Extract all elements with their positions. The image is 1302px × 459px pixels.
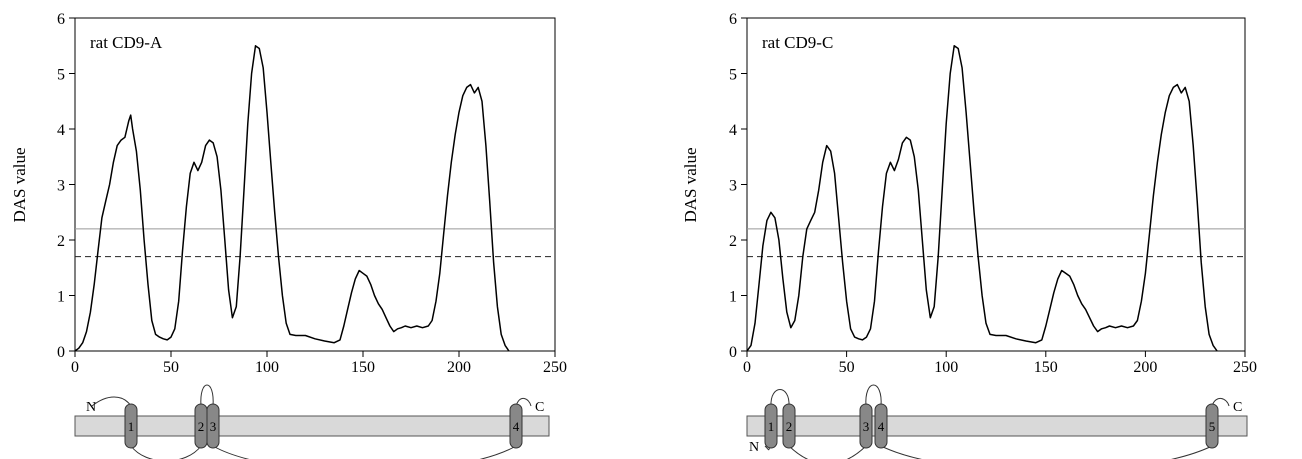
- segment-label: 3: [210, 419, 217, 434]
- y-tick-label: 1: [729, 289, 737, 306]
- y-tick-label: 4: [57, 122, 65, 139]
- das-profile-line: [746, 45, 1218, 352]
- x-tick-label: 200: [1133, 359, 1157, 376]
- chart-a-ylabel: DAS value: [10, 147, 29, 222]
- c-terminus-label: C: [535, 400, 544, 415]
- x-tick-label: 150: [1034, 359, 1058, 376]
- plot-frame: [74, 17, 556, 352]
- n-terminus-label: N: [749, 440, 759, 455]
- chart-c-topology-diagram: 1 2 3 4 5 N C: [746, 384, 1248, 459]
- chart-a-reference-lines: [75, 228, 555, 258]
- topology-loop: [130, 445, 202, 459]
- y-tick-label: 6: [729, 11, 737, 28]
- membrane-bar: [746, 415, 1248, 437]
- x-tick-label: 200: [447, 359, 471, 376]
- transmembrane-segment: [874, 403, 888, 449]
- transmembrane-segment: [859, 403, 873, 449]
- y-tick-label: 3: [729, 178, 737, 195]
- y-tick-label: 2: [57, 233, 65, 250]
- y-tick-label: 0: [57, 344, 65, 361]
- topology-loop: [1211, 398, 1230, 407]
- x-tick-label: 0: [743, 359, 751, 376]
- x-tick-label: 100: [934, 359, 958, 376]
- segment-label: 1: [128, 419, 135, 434]
- transmembrane-segment: [509, 403, 523, 449]
- topology-loop: [91, 396, 132, 407]
- n-terminus-label: N: [86, 400, 96, 415]
- chart-a-topology-diagram: 1 2 3 4 N C: [74, 384, 550, 459]
- segment-label: 2: [786, 419, 793, 434]
- plot-frame: [746, 17, 1246, 352]
- topology-loop: [788, 445, 867, 459]
- chart-c-svg: rat CD9-C DAS value 0 50 100 150 200 25001234…: [681, 11, 1257, 459]
- transmembrane-segment: [764, 403, 778, 449]
- topology-loop: [212, 445, 517, 459]
- y-tick-label: 5: [57, 67, 65, 84]
- chart-a-series: [74, 45, 510, 352]
- chart-a-ticks: 0 50 100 150 200 250 0 1 2 3 4 5 6: [57, 11, 567, 376]
- transmembrane-segment: [1205, 403, 1219, 449]
- segment-label: 1: [768, 419, 775, 434]
- x-tick-label: 100: [255, 359, 279, 376]
- segment-label: 3: [863, 419, 870, 434]
- transmembrane-segment: [782, 403, 796, 449]
- x-tick-label: 50: [839, 359, 855, 376]
- y-tick-label: 0: [729, 344, 737, 361]
- topology-loop: [880, 445, 1213, 459]
- chart-a-title: rat CD9-A: [90, 33, 163, 52]
- transmembrane-segment: [124, 403, 138, 449]
- chart-c-ticks: 0 50 100 150 200 250 0 1 2 3 4 5 6: [729, 11, 1257, 376]
- y-tick-label: 6: [57, 11, 65, 28]
- y-tick-label: 3: [57, 178, 65, 195]
- segment-label: 4: [513, 419, 520, 434]
- segment-label: 4: [878, 419, 885, 434]
- chart-c-ylabel: DAS value: [681, 147, 700, 222]
- x-tick-label: 50: [163, 359, 179, 376]
- chart-panel-a: rat CD9-A DAS value 0 50 100 150 200 250 0 1 2 3 4…: [10, 11, 567, 459]
- chart-a-svg: rat CD9-A DAS value 0 50 100 150 200 25001234…: [10, 11, 567, 459]
- x-tick-label: 0: [71, 359, 79, 376]
- x-tick-label: 250: [543, 359, 567, 376]
- segment-label: 2: [198, 419, 205, 434]
- chart-c-reference-lines: [747, 228, 1245, 258]
- transmembrane-segment: [206, 403, 220, 449]
- topology-loop: [515, 398, 532, 407]
- topology-loop: [865, 384, 882, 407]
- y-tick-label: 4: [729, 122, 737, 139]
- chart-c-series: [746, 45, 1218, 352]
- x-tick-label: 150: [351, 359, 375, 376]
- c-terminus-label: C: [1233, 400, 1242, 415]
- y-tick-label: 1: [57, 289, 65, 306]
- x-tick-label: 250: [1233, 359, 1257, 376]
- membrane-bar: [74, 415, 550, 437]
- chart-panel-c: rat CD9-C DAS value 0 50 100 150 200 250 0 1 2 3 4…: [651, 0, 1302, 459]
- y-tick-label: 2: [729, 233, 737, 250]
- y-tick-label: 5: [729, 67, 737, 84]
- das-profile-line: [74, 45, 510, 352]
- topology-loop: [770, 389, 790, 407]
- topology-loop: [200, 384, 214, 407]
- chart-c-title: rat CD9-C: [762, 33, 833, 52]
- segment-label: 5: [1209, 419, 1216, 434]
